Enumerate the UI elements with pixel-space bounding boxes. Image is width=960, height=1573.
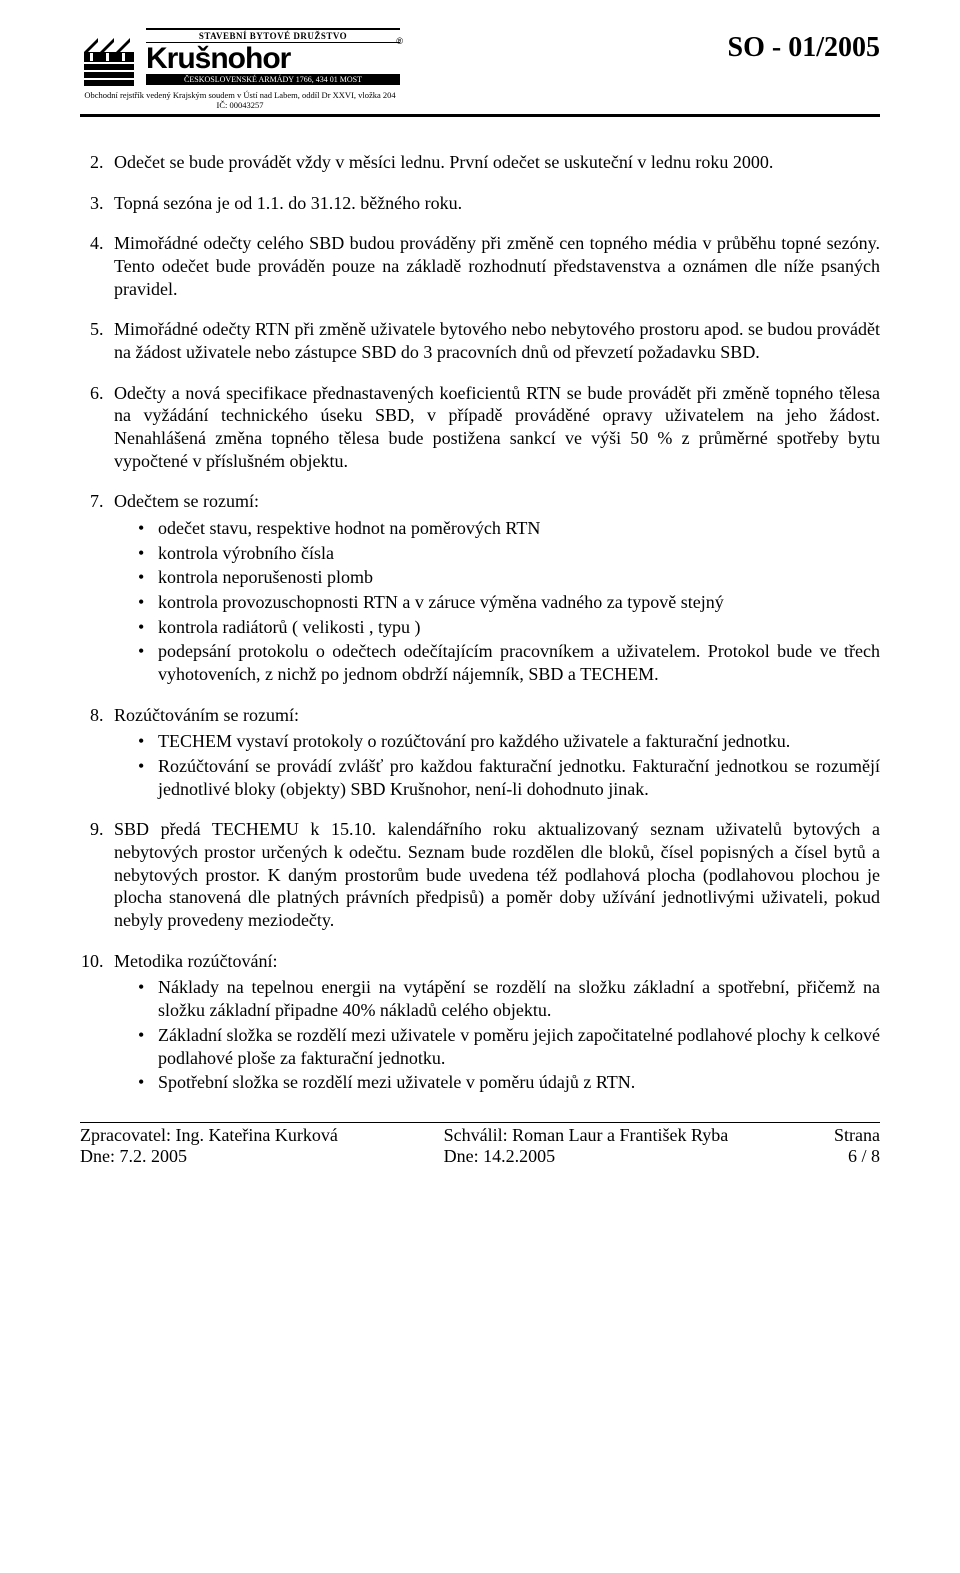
list-item-3: Topná sezóna je od 1.1. do 31.12. běžnéh… (108, 192, 880, 215)
bullet-item: kontrola neporušenosti plomb (138, 566, 880, 589)
logo-top-row: STAVEBNÍ BYTOVÉ DRUŽSTVO Krušnohor ® ČES… (80, 28, 400, 88)
footer-author: Zpracovatel: Ing. Kateřina Kurková Dne: … (80, 1125, 338, 1167)
document-page: STAVEBNÍ BYTOVÉ DRUŽSTVO Krušnohor ® ČES… (0, 0, 960, 1573)
list-item-5: Mimořádné odečty RTN při změně uživatele… (108, 318, 880, 363)
list-item-6: Odečty a nová specifikace přednastavenýc… (108, 382, 880, 473)
numbered-list: Odečet se bude provádět vždy v měsíci le… (80, 151, 880, 1094)
bullet-item: odečet stavu, respektive hodnot na poměr… (138, 517, 880, 540)
building-logo-icon (80, 28, 140, 88)
bullet-item: Spotřební složka se rozdělí mezi uživate… (138, 1071, 880, 1094)
header-rule (80, 114, 880, 117)
list-item-4: Mimořádné odečty celého SBD budou provád… (108, 232, 880, 300)
item-10-bullet-list: Náklady na tepelnou energii na vytápění … (114, 976, 880, 1093)
bullet-item: Rozúčtování se provádí zvlášť pro každou… (138, 755, 880, 800)
footer-approver: Schválil: Roman Laur a František Ryba Dn… (444, 1125, 729, 1167)
document-body: Odečet se bude provádět vždy v měsíci le… (80, 151, 880, 1094)
list-item-10-lead: Metodika rozúčtování: (114, 951, 277, 971)
bullet-item: Náklady na tepelnou energii na vytápění … (138, 976, 880, 1021)
bullet-item: TECHEM vystaví protokoly o rozúčtování p… (138, 730, 880, 753)
list-item-10: Metodika rozúčtování: Náklady na tepelno… (108, 950, 880, 1094)
bullet-item: Základní složka se rozdělí mezi uživatel… (138, 1024, 880, 1069)
bullet-item: kontrola radiátorů ( velikosti , typu ) (138, 616, 880, 639)
bullet-item: kontrola výrobního čísla (138, 542, 880, 565)
bullet-item: kontrola provozuschopnosti RTN a v záruc… (138, 591, 880, 614)
list-item-9: SBD předá TECHEMU k 15.10. kalendářního … (108, 818, 880, 931)
registered-mark-icon: ® (396, 37, 402, 46)
page-footer: Zpracovatel: Ing. Kateřina Kurková Dne: … (80, 1122, 880, 1167)
logo-ico-line: IČ: 00043257 (80, 100, 400, 110)
logo-topline: STAVEBNÍ BYTOVÉ DRUŽSTVO (146, 28, 400, 43)
bullet-item: podepsání protokolu o odečtech odečítají… (138, 640, 880, 685)
logo-address: ČESKOSLOVENSKÉ ARMÁDY 1766, 434 01 MOST (146, 74, 400, 85)
item-8-bullet-list: TECHEM vystaví protokoly o rozúčtování p… (114, 730, 880, 800)
list-item-7-lead: Odečtem se rozumí: (114, 491, 259, 511)
logo-brand-name: Krušnohor ® (146, 43, 400, 74)
list-item-7: Odečtem se rozumí: odečet stavu, respekt… (108, 490, 880, 685)
list-item-8-lead: Rozúčtováním se rozumí: (114, 705, 299, 725)
logo-brand-text: Krušnohor (146, 42, 290, 75)
page-header: STAVEBNÍ BYTOVÉ DRUŽSTVO Krušnohor ® ČES… (80, 28, 880, 110)
logo-text-column: STAVEBNÍ BYTOVÉ DRUŽSTVO Krušnohor ® ČES… (146, 28, 400, 85)
item-7-bullet-list: odečet stavu, respektive hodnot na poměr… (114, 517, 880, 686)
footer-page-number: Strana 6 / 8 (834, 1125, 880, 1167)
list-item-8: Rozúčtováním se rozumí: TECHEM vystaví p… (108, 704, 880, 801)
document-code: SO - 01/2005 (728, 32, 880, 64)
logo-block: STAVEBNÍ BYTOVÉ DRUŽSTVO Krušnohor ® ČES… (80, 28, 400, 110)
list-item-2: Odečet se bude provádět vždy v měsíci le… (108, 151, 880, 174)
logo-registry-line: Obchodní rejstřík vedený Krajským soudem… (80, 90, 400, 100)
